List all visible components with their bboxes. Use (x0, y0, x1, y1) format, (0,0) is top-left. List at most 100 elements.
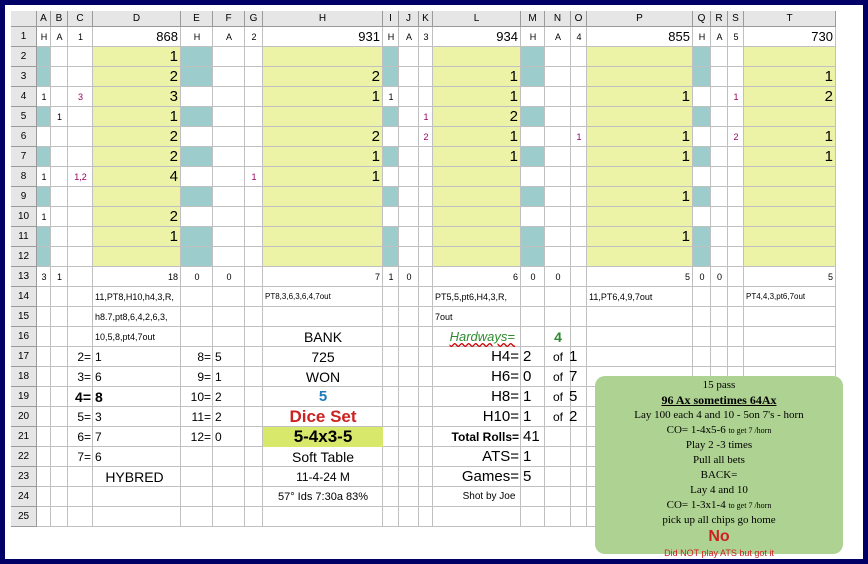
cell-I3[interactable] (383, 67, 399, 87)
cell-R6[interactable] (711, 127, 728, 147)
cell-T11[interactable] (744, 227, 836, 247)
cell-K15[interactable] (419, 307, 433, 327)
cell-A22[interactable] (37, 447, 51, 467)
cell-F14[interactable] (213, 287, 245, 307)
cell-E16[interactable] (181, 327, 213, 347)
cell-J3[interactable] (399, 67, 419, 87)
cell-S16[interactable] (728, 327, 744, 347)
cell-B13[interactable] (51, 267, 68, 287)
cell-S12[interactable] (728, 247, 744, 267)
cell-H10[interactable] (263, 207, 383, 227)
cell-C16[interactable] (68, 327, 93, 347)
cell-C18[interactable] (68, 367, 93, 387)
cell-G3[interactable] (245, 67, 263, 87)
cell-L19[interactable] (433, 387, 521, 407)
cell-T13[interactable] (744, 267, 836, 287)
cell-A1[interactable] (37, 27, 51, 47)
cell-L7[interactable] (433, 147, 521, 167)
cell-S11[interactable] (728, 227, 744, 247)
cell-T10[interactable] (744, 207, 836, 227)
cell-L4[interactable] (433, 87, 521, 107)
cell-J4[interactable] (399, 87, 419, 107)
cell-B9[interactable] (51, 187, 68, 207)
cell-K24[interactable] (419, 487, 433, 507)
cell-K11[interactable] (419, 227, 433, 247)
cell-P13[interactable] (587, 267, 693, 287)
cell-D11[interactable] (93, 227, 181, 247)
cell-F1[interactable] (213, 27, 245, 47)
cell-H17[interactable] (263, 347, 383, 367)
row-header-11[interactable]: 11 (11, 227, 37, 247)
cell-L22[interactable] (433, 447, 521, 467)
cell-C1[interactable] (68, 27, 93, 47)
cell-N12[interactable] (545, 247, 571, 267)
cell-E23[interactable] (181, 467, 213, 487)
cell-O4[interactable] (571, 87, 587, 107)
cell-M11[interactable] (521, 227, 545, 247)
cell-D6[interactable] (93, 127, 181, 147)
cell-K13[interactable] (419, 267, 433, 287)
cell-L5[interactable] (433, 107, 521, 127)
column-header-P[interactable]: P (587, 11, 693, 27)
cell-Q11[interactable] (693, 227, 711, 247)
cell-K10[interactable] (419, 207, 433, 227)
cell-D1[interactable] (93, 27, 181, 47)
cell-Q3[interactable] (693, 67, 711, 87)
cell-R13[interactable] (711, 267, 728, 287)
cell-S10[interactable] (728, 207, 744, 227)
cell-T5[interactable] (744, 107, 836, 127)
cell-K6[interactable] (419, 127, 433, 147)
cell-P10[interactable] (587, 207, 693, 227)
cell-N20[interactable] (545, 407, 571, 427)
cell-A18[interactable] (37, 367, 51, 387)
cell-G6[interactable] (245, 127, 263, 147)
column-header-D[interactable]: D (93, 11, 181, 27)
cell-J6[interactable] (399, 127, 419, 147)
cell-T14[interactable] (744, 287, 836, 307)
cell-L21[interactable] (433, 427, 521, 447)
cell-B19[interactable] (51, 387, 68, 407)
cell-H2[interactable] (263, 47, 383, 67)
row-header-2[interactable]: 2 (11, 47, 37, 67)
cell-O22[interactable] (571, 447, 587, 467)
cell-P15[interactable] (587, 307, 693, 327)
column-header-E[interactable]: E (181, 11, 213, 27)
cell-H9[interactable] (263, 187, 383, 207)
cell-D8[interactable] (93, 167, 181, 187)
cell-R3[interactable] (711, 67, 728, 87)
cell-G24[interactable] (245, 487, 263, 507)
cell-I25[interactable] (383, 507, 399, 527)
cell-L18[interactable] (433, 367, 521, 387)
cell-H23[interactable] (263, 467, 383, 487)
row-header-9[interactable]: 9 (11, 187, 37, 207)
cell-G16[interactable] (245, 327, 263, 347)
cell-A14[interactable] (37, 287, 51, 307)
cell-M15[interactable] (521, 307, 545, 327)
row-header-6[interactable]: 6 (11, 127, 37, 147)
cell-H24[interactable] (263, 487, 383, 507)
cell-R4[interactable] (711, 87, 728, 107)
cell-L14[interactable] (433, 287, 521, 307)
row-header-20[interactable]: 20 (11, 407, 37, 427)
cell-I17[interactable] (383, 347, 399, 367)
cell-J8[interactable] (399, 167, 419, 187)
cell-H8[interactable] (263, 167, 383, 187)
cell-T2[interactable] (744, 47, 836, 67)
cell-N22[interactable] (545, 447, 571, 467)
cell-C19[interactable] (68, 387, 93, 407)
cell-E9[interactable] (181, 187, 213, 207)
cell-F3[interactable] (213, 67, 245, 87)
column-header-F[interactable]: F (213, 11, 245, 27)
cell-F18[interactable] (213, 367, 245, 387)
cell-J12[interactable] (399, 247, 419, 267)
cell-E2[interactable] (181, 47, 213, 67)
cell-O18[interactable] (571, 367, 587, 387)
row-header-5[interactable]: 5 (11, 107, 37, 127)
row-header-3[interactable]: 3 (11, 67, 37, 87)
cell-C8[interactable] (68, 167, 93, 187)
cell-T17[interactable] (744, 347, 836, 367)
cell-F2[interactable] (213, 47, 245, 67)
cell-K2[interactable] (419, 47, 433, 67)
cell-J22[interactable] (399, 447, 419, 467)
cell-G20[interactable] (245, 407, 263, 427)
